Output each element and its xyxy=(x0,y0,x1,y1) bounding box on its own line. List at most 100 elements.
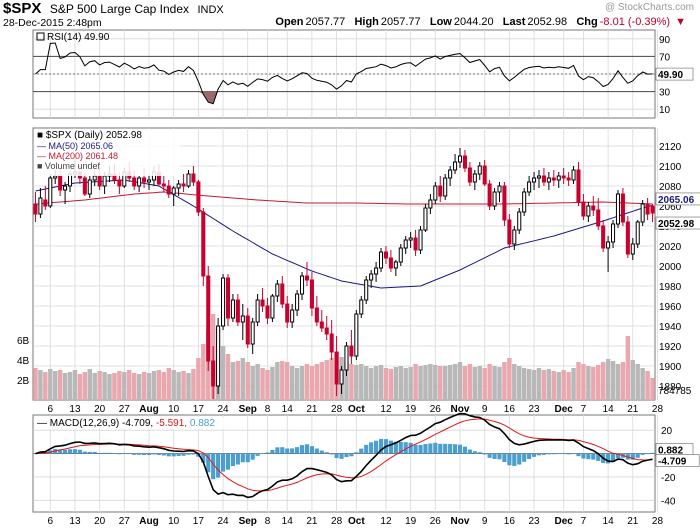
macd-histogram-bar xyxy=(418,444,423,454)
volume-bar xyxy=(403,368,408,400)
macd-histogram-bar xyxy=(122,453,127,455)
candle-body xyxy=(596,209,601,227)
volume-bar xyxy=(171,370,176,400)
macd-histogram-bar xyxy=(151,453,157,455)
volume-bar xyxy=(512,364,517,400)
volume-bar xyxy=(438,366,443,400)
macd-histogram-bar xyxy=(591,453,596,460)
macd-histogram-bar xyxy=(176,453,181,456)
macd-histogram-bar xyxy=(206,453,211,473)
candle-body xyxy=(487,183,492,207)
candle-body xyxy=(571,169,576,181)
date-tick-label: 13 xyxy=(69,516,81,527)
date-tick-label: Aug xyxy=(139,404,158,415)
candle-body xyxy=(645,203,650,215)
macd-histogram-bar xyxy=(240,453,245,463)
volume-bar xyxy=(131,373,137,400)
rsi-legend: RSI(14) 49.90 xyxy=(47,32,110,43)
date-tick-label: 6 xyxy=(47,404,53,415)
candle-body xyxy=(532,177,537,183)
volume-bar xyxy=(521,368,527,400)
candle-body xyxy=(403,239,408,249)
candle-body xyxy=(591,205,596,211)
security-name: S&P 500 Large Cap Index xyxy=(49,2,190,16)
quote-summary: Open 2057.77 High 2057.77 Low 2044.20 Last 2… xyxy=(275,16,686,28)
macd-histogram-bar xyxy=(216,453,221,478)
volume-bar xyxy=(625,336,631,400)
candle-body xyxy=(339,369,344,385)
macd-tick-label: 20 xyxy=(661,426,673,437)
candle-body xyxy=(576,169,581,203)
macd-histogram-bar xyxy=(63,449,68,454)
volume-bar xyxy=(541,370,547,400)
volume-bar xyxy=(447,365,453,400)
candle-body xyxy=(275,283,280,297)
volume-bar xyxy=(57,370,63,400)
ma50-last-label: 2065.06 xyxy=(658,195,695,206)
candle-body xyxy=(171,187,176,195)
volume-bar xyxy=(413,364,418,400)
macd-histogram-bar xyxy=(349,453,354,457)
volume-bar xyxy=(329,358,334,400)
volume-bar xyxy=(166,368,171,400)
high-value: 2057.77 xyxy=(380,16,421,28)
volume-tick-label: 2B xyxy=(17,376,30,387)
macd-histogram-bar xyxy=(339,453,344,459)
volume-tick-label: 6B xyxy=(17,336,30,347)
volume-bar xyxy=(294,368,300,400)
candle-body xyxy=(383,251,388,259)
candle-body xyxy=(132,177,137,187)
ticker-symbol: $SPX xyxy=(3,0,42,17)
date-tick-label: 23 xyxy=(528,404,540,415)
candle-body xyxy=(359,299,364,315)
volume-bar xyxy=(82,372,88,400)
volume-bar xyxy=(492,366,497,400)
candle-body xyxy=(58,175,63,191)
volume-bar xyxy=(275,362,280,400)
macd-legend-part: 0.882 xyxy=(190,418,215,429)
candle-body xyxy=(245,315,250,345)
date-tick-label: 28 xyxy=(331,516,343,527)
macd-histogram-bar xyxy=(374,440,379,454)
price-tick-label: 2020 xyxy=(659,242,682,253)
macd-histogram-bar xyxy=(364,444,369,454)
macd-histogram-bar xyxy=(457,444,463,454)
volume-bar xyxy=(383,368,389,400)
candle-body xyxy=(211,360,216,387)
volume-bar xyxy=(571,368,576,400)
date-tick-label: 10 xyxy=(168,404,180,415)
date-tick-label: 28 xyxy=(652,516,664,527)
candle-body xyxy=(369,273,374,281)
rsi-tick-label: 70 xyxy=(659,52,671,63)
volume-bar xyxy=(122,372,127,400)
volume-bar xyxy=(314,364,320,400)
macd-histogram-bar xyxy=(250,453,255,460)
volume-bar xyxy=(551,371,557,400)
price-tick-label: 2000 xyxy=(659,262,682,273)
macd-legend-part: -4.709, xyxy=(122,418,156,429)
candle-body xyxy=(625,221,630,255)
price-tick-label: 1960 xyxy=(659,302,682,313)
macd-histogram-bar xyxy=(606,453,611,464)
price-legend: ■ $SPX (Daily) 2052.98 xyxy=(37,130,142,141)
macd-histogram-bar xyxy=(225,453,231,470)
macd-histogram-bar xyxy=(280,447,285,454)
candle-body xyxy=(556,175,561,181)
volume-bar xyxy=(270,367,275,400)
date-tick-label: 6 xyxy=(47,516,53,527)
candle-body xyxy=(620,193,625,223)
volume-bar xyxy=(285,362,290,400)
macd-legend: — MACD(12,26,9) -4.709, -5.591, 0.882 xyxy=(37,418,215,429)
date-tick-label: 26 xyxy=(430,404,442,415)
macd-histogram-bar xyxy=(72,449,78,454)
candle-body xyxy=(334,351,339,385)
date-tick-label: 14 xyxy=(282,404,294,415)
candle-body xyxy=(221,277,226,327)
candle-body xyxy=(295,293,300,311)
date-tick-label: 12 xyxy=(380,404,392,415)
volume-bar xyxy=(467,364,473,400)
volume-bar xyxy=(260,368,265,400)
rsi-tick-label: 90 xyxy=(659,35,671,46)
macd-histogram-bar xyxy=(423,444,428,454)
